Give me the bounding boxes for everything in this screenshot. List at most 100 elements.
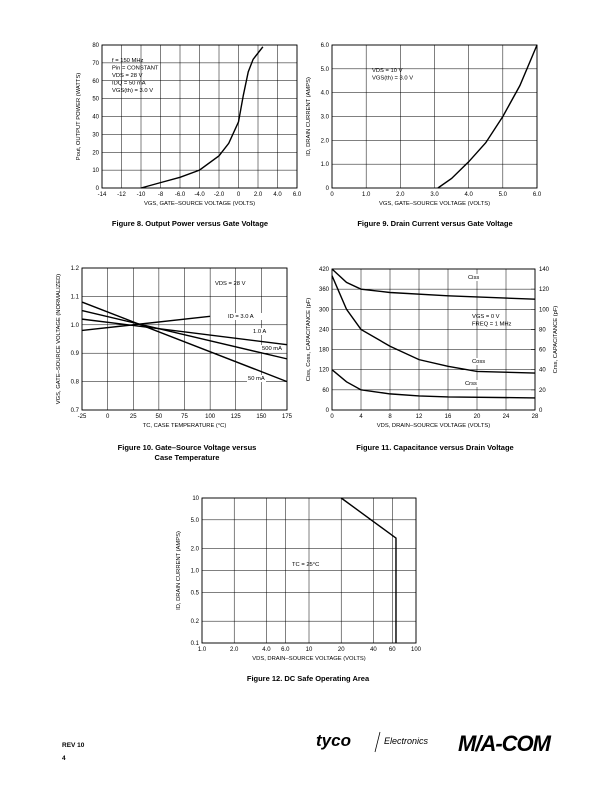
x-tick-label: 4.0 [262,647,271,653]
y-tick-label: 120 [319,368,330,374]
plot-frame [81,267,288,411]
y-tick-label: 1.2 [71,266,80,272]
y-tick-label: 60 [322,388,329,394]
plot-frame [331,268,536,411]
series-label-bg [464,380,480,387]
x-tick-label: -4.0 [194,192,205,198]
y-tick-label: 30 [92,132,99,138]
y-tick-label: 1.0 [321,162,330,168]
x-tick-label: 4 [359,414,363,420]
y-tick-label: 2.0 [191,547,200,553]
logo-separator [374,731,381,753]
data-line [331,268,536,300]
y-tick-label: 0.5 [191,590,200,596]
y-tick-label: 360 [319,287,330,293]
y-tick-label: 0 [326,408,330,414]
data-line [331,275,536,374]
x-axis-label: VDS, DRAIN–SOURCE VOLTAGE (VOLTS) [377,423,490,429]
y-tick-label: 240 [319,327,330,333]
x-tick-label: -14 [98,192,107,198]
y-axis-label: ID, DRAIN CURRENT (AMPS) [306,77,312,156]
y-tick-label: 0 [326,186,330,192]
y-tick-label: 0 [96,186,100,192]
x-tick-label: 12 [416,414,423,420]
y-axis-label: VGS, GATE–SOURCE VOLTAGE (NORMALIZED) [56,274,62,405]
y-tick-label: 20 [92,150,99,156]
y-tick-label: 50 [92,97,99,103]
y-tick-label: 180 [319,348,330,354]
x-tick-label: 6.0 [293,192,302,198]
annotation: VGS = 0 V [472,314,500,320]
x-tick-label: 10 [306,647,313,653]
x-tick-label: 1.0 [362,192,371,198]
series-label: ID = 3.0 A [228,314,254,320]
series-label-bg [252,328,271,335]
y2-tick-label: 140 [539,267,550,273]
figure-caption: Case Temperature [155,453,220,462]
y-axis-label: ID, DRAIN CURRENT (AMPS) [176,531,182,610]
page-number: 4 [62,755,66,762]
y-tick-label: 0.7 [71,408,80,414]
y-tick-label: 10 [92,168,99,174]
y-tick-label: 6.0 [321,43,330,49]
series-label: Ciss [468,275,479,281]
annotation: Pin = CONSTANT [112,66,159,72]
annotation: FREQ = 1 MHz [472,322,512,328]
annotation: VDS = 28 V [112,73,143,79]
x-tick-label: 4.0 [464,192,473,198]
data-line [437,44,538,189]
y-tick-label: 5.0 [191,518,200,524]
y-tick-label: 3.0 [321,115,330,121]
data-line [331,369,536,399]
x-tick-label: 150 [256,414,267,420]
x-tick-label: 4.0 [273,192,282,198]
plot-frame [201,497,417,644]
x-tick-label: 25 [130,414,137,420]
y-tick-label: 1.0 [191,569,200,575]
y-tick-label: 70 [92,61,99,67]
x-tick-label: 75 [181,414,188,420]
x-tick-label: -25 [78,414,87,420]
figure-caption: Figure 12. DC Safe Operating Area [247,674,370,683]
y2-tick-label: 0 [539,408,543,414]
annotation: f = 150 MHz [112,58,144,64]
x-tick-label: 0 [330,414,334,420]
x-tick-label: 6.0 [533,192,542,198]
data-line [81,318,288,346]
data-line [340,497,397,643]
series-label: 50 mA [248,376,265,382]
x-tick-label: 5.0 [499,192,508,198]
series-label-bg [261,345,284,352]
y-tick-label: 1.0 [71,323,80,329]
y-tick-label: 40 [92,115,99,121]
y-tick-label: 1.1 [71,294,80,300]
y2-tick-label: 40 [539,368,546,374]
x-tick-label: -2.0 [214,192,225,198]
x-tick-label: -8 [158,192,164,198]
figure: -25 0 25 50 75 100 125 150 175 0.7 0.8 0.9 1.0 1.1 1.2… [56,266,293,462]
y-tick-label: 2.0 [321,138,330,144]
plot-frame [101,44,298,189]
data-line [140,46,264,189]
x-tick-label: 175 [282,414,293,420]
x-tick-label: 2.0 [230,647,239,653]
y-tick-label: 10 [192,496,199,502]
y-tick-label: 300 [319,307,330,313]
y-tick-label: 0.2 [191,619,200,625]
annotation: TC = 25°C [292,562,319,568]
series-label-bg [467,274,483,281]
x-axis-label: VGS, GATE–SOURCE VOLTAGE (VOLTS) [144,201,255,207]
data-line [81,301,288,383]
x-tick-label: 0 [330,192,334,198]
x-tick-label: 50 [156,414,163,420]
y2-tick-label: 100 [539,307,550,313]
figure: -14 -12 -10 -8 -6.0 -4.0 -2.0 0 2.0 4.0 6.0 0 10 20 30… [76,43,302,228]
annotation: VGS(th) = 3.0 V [112,88,153,94]
y-tick-label: 420 [319,267,330,273]
figure: 1.0 2.0 4.0 6.0 10 20 40 60 100 0.1 0.2 0.5 1.0 2.0 5.… [176,496,422,683]
x-axis-label: VGS, GATE–SOURCE VOLTAGE (VOLTS) [379,201,490,207]
data-line [81,315,211,332]
y2-tick-label: 120 [539,287,550,293]
x-tick-label: -12 [117,192,126,198]
